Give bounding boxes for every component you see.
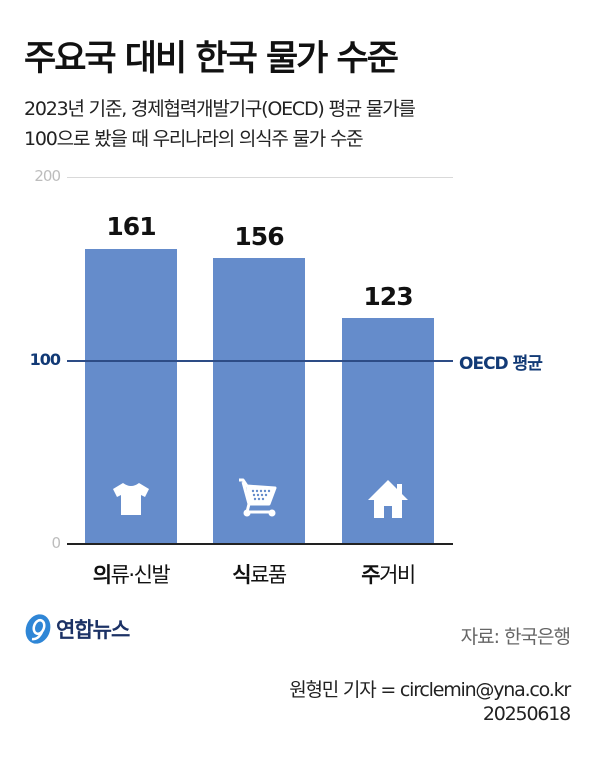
bar-value-label: 123: [363, 282, 413, 311]
y-tick-200: 200: [34, 167, 61, 185]
bar-housing: [342, 318, 434, 544]
yonhap-logo-icon: [25, 614, 51, 644]
category-label-clothing: 의류·신발: [92, 563, 171, 587]
publish-date: 20250618: [482, 703, 571, 725]
category-label-food: 식료품: [232, 563, 287, 587]
bar-value-label: 161: [106, 212, 156, 241]
y-tick-0: 0: [51, 534, 61, 552]
t-shirt-icon: [113, 483, 149, 515]
bar-clothing: [85, 249, 177, 544]
shopping-cart-icon: [239, 478, 277, 517]
yonhap-logo: 연합뉴스: [24, 612, 130, 646]
house-icon: [368, 480, 408, 518]
reporter-credit: 원형민 기자 = circlemin@yna.co.kr: [289, 679, 571, 701]
subtitle-line-1: 2023년 기준, 경제협력개발기구(OECD) 평균 물가를: [24, 98, 416, 120]
bar-value-label: 156: [234, 222, 284, 251]
chart-subtitle: 2023년 기준, 경제협력개발기구(OECD) 평균 물가를 100으로 봤을…: [24, 94, 416, 154]
byline: 원형민 기자 = circlemin@yna.co.kr 20250618: [289, 678, 571, 726]
subtitle-line-2: 100으로 봤을 때 우리나라의 의식주 물가 수준: [24, 128, 364, 150]
gridline-200: [67, 177, 453, 178]
oecd-average-label: OECD 평균: [459, 354, 543, 374]
data-source: 자료: 한국은행: [460, 626, 571, 648]
bar-food: [213, 258, 305, 544]
yonhap-logo-text: 연합뉴스: [56, 618, 130, 642]
category-label-housing: 주거비: [361, 563, 416, 587]
chart-title: 주요국 대비 한국 물가 수준: [24, 39, 399, 79]
oecd-average-line: [67, 360, 453, 362]
y-tick-100: 100: [29, 350, 61, 369]
x-axis-baseline: [67, 543, 453, 545]
